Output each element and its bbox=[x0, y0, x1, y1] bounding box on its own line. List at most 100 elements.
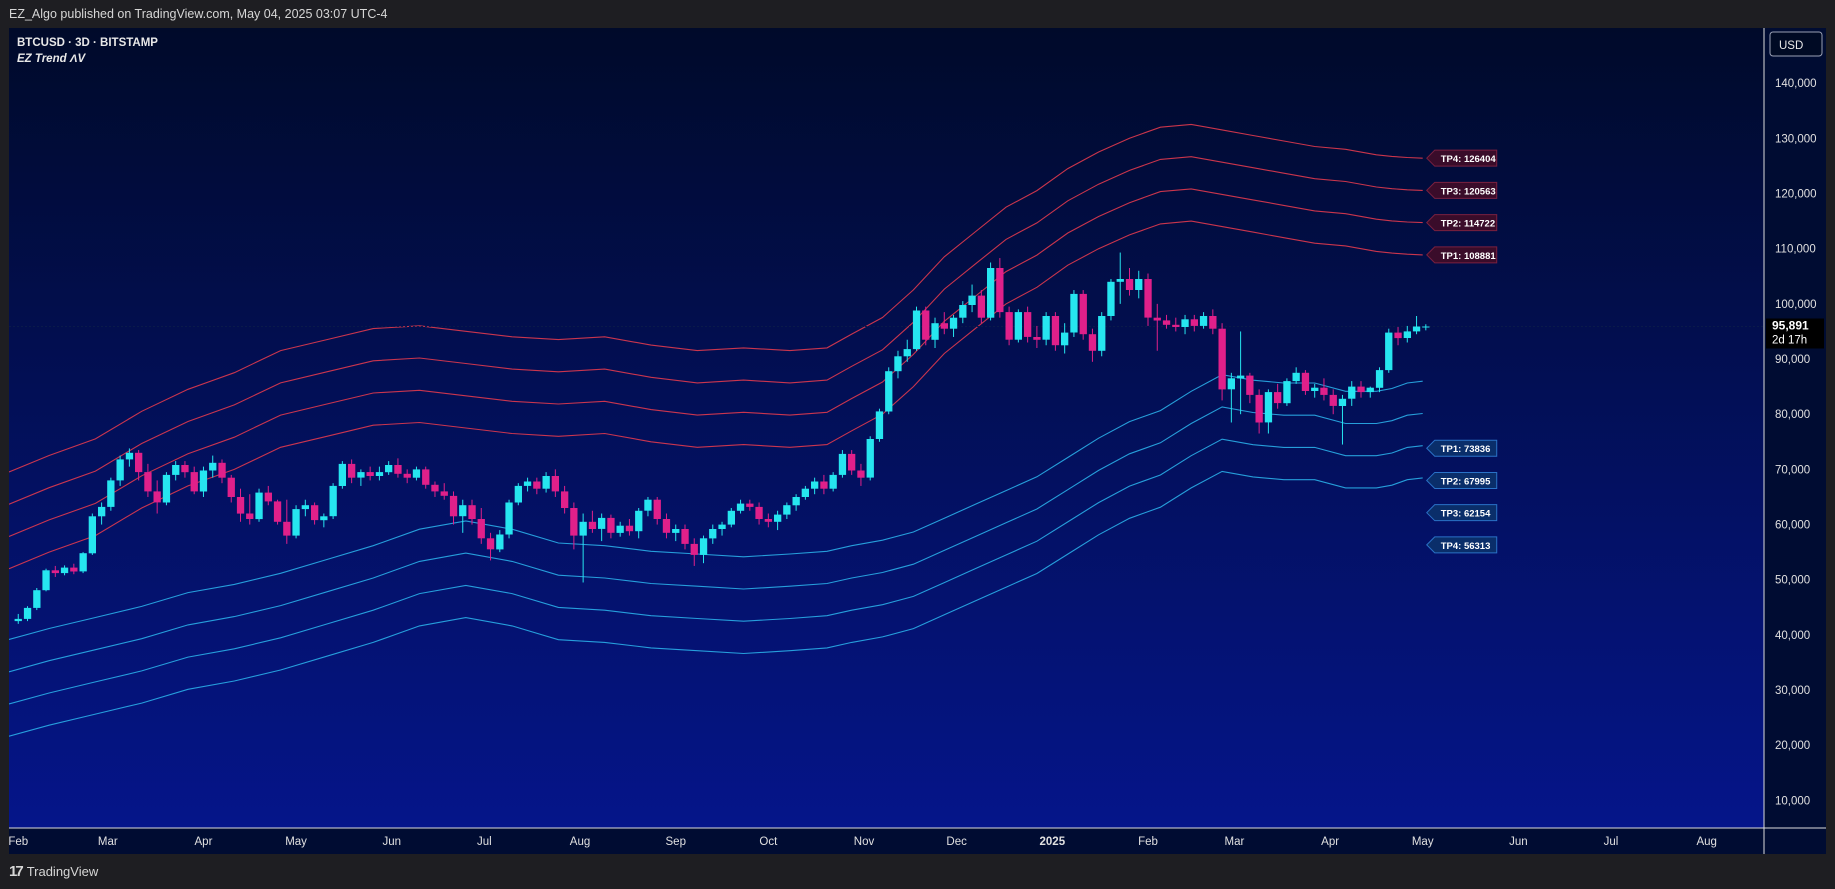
candle bbox=[579, 513, 587, 583]
x-tick-label: Jun bbox=[1509, 836, 1528, 848]
candle bbox=[1181, 314, 1189, 335]
candle bbox=[273, 499, 282, 525]
target-label-text: TP2: 67995 bbox=[1441, 476, 1491, 487]
x-tick-label: Dec bbox=[946, 836, 967, 848]
target-label-text: TP2: 114722 bbox=[1441, 219, 1495, 230]
candle bbox=[33, 588, 41, 611]
candle bbox=[635, 508, 643, 539]
candle bbox=[820, 474, 828, 495]
candle bbox=[811, 477, 819, 495]
y-tick-label: 10,000 bbox=[1775, 795, 1810, 807]
candle bbox=[681, 524, 689, 550]
last-price-value: 95,891 bbox=[1772, 319, 1809, 333]
target-labels: TP4: 126404 TP3: 120563 TP2: 114722 TP1: 10… bbox=[1426, 149, 1498, 554]
chart-svg[interactable]: TP4: 126404 TP3: 120563 TP2: 114722 TP1: 10… bbox=[9, 28, 1826, 854]
candle bbox=[1264, 389, 1273, 434]
y-tick-label: 80,000 bbox=[1775, 409, 1810, 421]
upper-band-line-4 bbox=[9, 123, 1423, 473]
candle bbox=[801, 485, 809, 500]
x-tick-label: Sep bbox=[666, 836, 686, 848]
candle bbox=[542, 472, 550, 493]
chart-frame[interactable]: TP4: 126404 TP3: 120563 TP2: 114722 TP1: 10… bbox=[9, 28, 1826, 854]
upper-band-line-2 bbox=[9, 188, 1423, 538]
candle bbox=[764, 513, 772, 528]
candle bbox=[977, 290, 985, 324]
tradingview-brand: TradingView bbox=[26, 864, 99, 879]
candle bbox=[311, 502, 319, 525]
candle bbox=[116, 455, 124, 486]
candle bbox=[431, 481, 439, 497]
candle bbox=[672, 524, 680, 542]
y-tick-label: 50,000 bbox=[1775, 575, 1810, 587]
candle bbox=[468, 499, 476, 525]
candle bbox=[1237, 331, 1245, 415]
published-header: EZ_Algo published on TradingView.com, Ma… bbox=[0, 0, 1835, 28]
candle bbox=[283, 499, 291, 544]
candle bbox=[357, 469, 365, 486]
candle bbox=[14, 613, 22, 624]
candle bbox=[1375, 367, 1384, 393]
candle bbox=[125, 448, 134, 467]
candle bbox=[107, 477, 115, 511]
x-tick-label: Jul bbox=[1604, 836, 1619, 848]
y-tick-label: 90,000 bbox=[1775, 354, 1810, 366]
candle bbox=[718, 521, 726, 536]
candle bbox=[1246, 372, 1254, 404]
tradingview-logo[interactable]: 17 TradingView bbox=[0, 863, 98, 880]
candle bbox=[1403, 325, 1411, 343]
candle bbox=[774, 510, 782, 531]
candle bbox=[60, 565, 69, 576]
candle bbox=[1292, 367, 1300, 384]
y-tick-label: 120,000 bbox=[1775, 189, 1817, 201]
target-label-text: TP3: 120563 bbox=[1441, 186, 1496, 197]
candle bbox=[144, 463, 152, 497]
candle bbox=[607, 514, 615, 539]
candle bbox=[477, 508, 485, 544]
target-label: TP2: 114722 bbox=[1426, 214, 1498, 232]
candle bbox=[866, 436, 874, 481]
y-tick-label: 30,000 bbox=[1775, 685, 1810, 697]
axis-background bbox=[1764, 28, 1826, 854]
candle bbox=[570, 502, 578, 550]
candle bbox=[496, 530, 504, 553]
candle bbox=[709, 524, 717, 544]
time-axis[interactable]: Feb Mar Apr May Jun Jul Aug Sep Oct Nov Dec 2025 Feb… bbox=[9, 836, 1717, 848]
candle bbox=[996, 258, 1004, 318]
candle bbox=[329, 483, 337, 520]
candle bbox=[1412, 316, 1421, 335]
target-label-text: TP1: 73836 bbox=[1441, 444, 1491, 455]
candle bbox=[1199, 312, 1208, 329]
candle bbox=[181, 461, 189, 478]
candle bbox=[320, 513, 328, 528]
candle bbox=[246, 494, 254, 525]
candle bbox=[987, 262, 995, 321]
candle bbox=[1422, 324, 1430, 331]
candles bbox=[14, 252, 1430, 624]
candle bbox=[98, 502, 106, 525]
candle bbox=[1135, 270, 1143, 299]
candle bbox=[829, 472, 837, 492]
candle bbox=[236, 488, 245, 522]
candle bbox=[1051, 312, 1060, 351]
indicator-label[interactable]: EZ Trend ΛV bbox=[17, 53, 86, 65]
x-tick-label: Nov bbox=[854, 836, 875, 848]
currency-button[interactable]: USD bbox=[1769, 31, 1823, 57]
target-label: TP4: 126404 bbox=[1426, 149, 1498, 167]
footer: 17 TradingView bbox=[0, 854, 1835, 889]
x-tick-label: Oct bbox=[759, 836, 778, 848]
candle bbox=[949, 314, 958, 337]
candle bbox=[1301, 370, 1310, 395]
candle bbox=[459, 499, 467, 533]
candle bbox=[1070, 290, 1078, 337]
x-tick-label: Mar bbox=[98, 836, 118, 848]
price-axis[interactable]: 10,000 20,000 30,000 40,000 50,000 60,000 70,0… bbox=[1775, 78, 1817, 807]
candle bbox=[505, 499, 513, 539]
currency-label: USD bbox=[1779, 40, 1803, 52]
candle bbox=[755, 502, 763, 525]
candle bbox=[422, 466, 430, 489]
candle bbox=[1172, 317, 1180, 332]
candle bbox=[1227, 372, 1235, 423]
candle bbox=[875, 408, 884, 442]
candle bbox=[1255, 389, 1263, 434]
candle bbox=[616, 521, 624, 537]
